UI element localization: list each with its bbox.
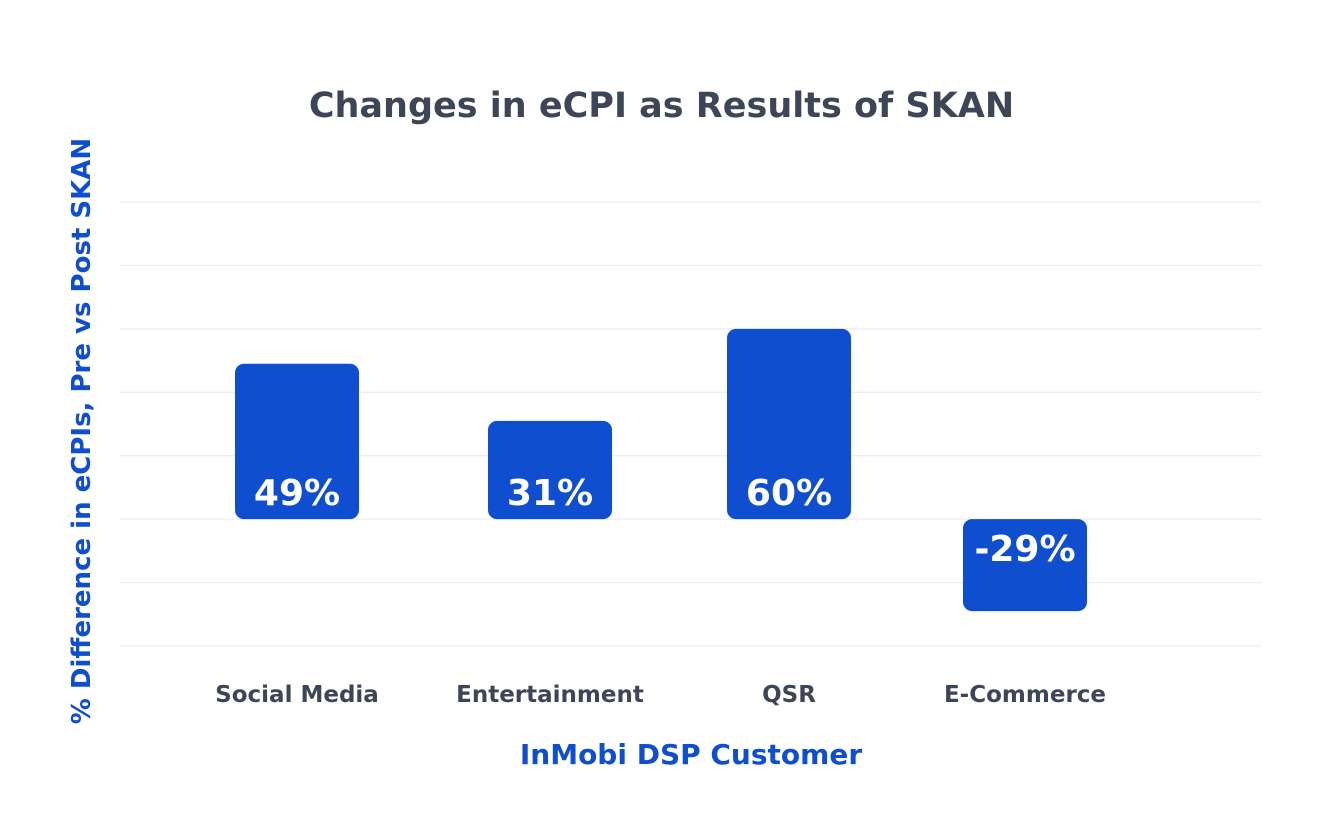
x-tick-label: Entertainment — [456, 682, 644, 708]
x-axis-label: InMobi DSP Customer — [519, 738, 863, 771]
bar-e-commerce — [963, 519, 1087, 612]
bars: 49% 31% 60% -29% — [235, 328, 1087, 612]
data-label: 49% — [254, 473, 340, 514]
y-axis-label: % Difference in eCPIs, Pre vs Post SKAN — [67, 137, 97, 725]
x-tick-label: Social Media — [215, 682, 379, 708]
data-label: 31% — [507, 473, 593, 514]
data-label: -29% — [974, 529, 1075, 570]
chart-title: Changes in eCPI as Results of SKAN — [308, 86, 1015, 126]
x-tick-label: QSR — [762, 682, 816, 708]
x-tick-label: E-Commerce — [944, 682, 1106, 708]
bar-social-media — [235, 363, 359, 520]
data-label: 60% — [746, 473, 832, 514]
bar-qsr — [727, 328, 851, 520]
bar-entertainment — [488, 420, 612, 520]
x-tick-labels: Social Media Entertainment QSR E-Commerce — [215, 682, 1106, 708]
